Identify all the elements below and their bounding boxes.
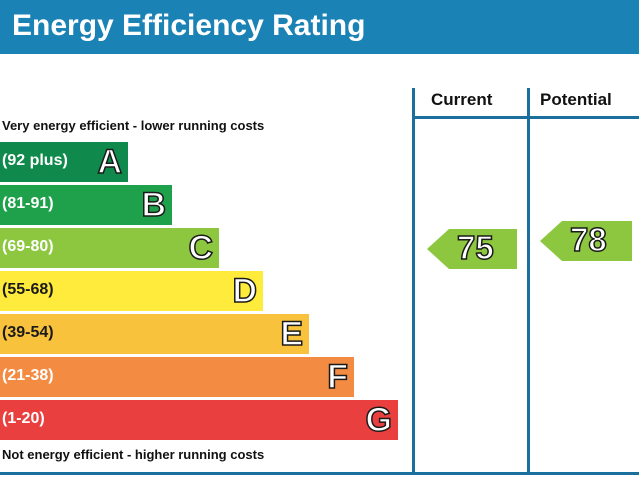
column-header-current: Current <box>431 90 493 109</box>
potential-rating-arrow: 78 <box>540 221 632 261</box>
frame-bottom-rule <box>0 472 639 475</box>
band-range-label: (81-91) <box>2 195 54 212</box>
band-f: (21-38) F <box>0 357 354 397</box>
current-arrow-shape <box>427 229 517 269</box>
band-letter: G <box>365 401 393 439</box>
band-range-label: (39-54) <box>2 324 54 341</box>
band-a: (92 plus) A <box>0 142 128 182</box>
frame-header-rule <box>412 116 639 119</box>
bottom-note: Not energy efficient - higher running co… <box>2 447 265 462</box>
band-letter: B <box>141 186 167 224</box>
band-c: (69-80) C <box>0 228 219 268</box>
column-header-potential: Potential <box>540 90 612 109</box>
current-rating-arrow: 75 <box>427 229 517 269</box>
frame-col-divider <box>527 88 530 474</box>
chart-title: Energy Efficiency Rating <box>12 9 366 42</box>
band-letter: E <box>280 315 304 353</box>
current-rating-value: 75 <box>456 229 494 266</box>
band-range-label: (92 plus) <box>2 152 68 169</box>
band-letter: D <box>232 272 258 310</box>
band-e: (39-54) E <box>0 314 309 354</box>
band-letter: F <box>326 358 348 396</box>
band-range-label: (69-80) <box>2 238 54 255</box>
band-b: (81-91) B <box>0 185 172 225</box>
band-range-label: (55-68) <box>2 281 54 298</box>
frame-left-border <box>412 88 415 474</box>
potential-rating-value: 78 <box>569 221 607 258</box>
potential-arrow-shape <box>540 221 632 261</box>
top-note: Very energy efficient - lower running co… <box>2 118 265 133</box>
band-d: (55-68) D <box>0 271 263 311</box>
band-range-label: (21-38) <box>2 367 54 384</box>
band-range-label: (1-20) <box>2 410 45 427</box>
title-bar: Energy Efficiency Rating <box>0 0 639 54</box>
band-letter: A <box>97 143 123 181</box>
band-g: (1-20) G <box>0 400 398 440</box>
band-letter: C <box>188 229 214 267</box>
